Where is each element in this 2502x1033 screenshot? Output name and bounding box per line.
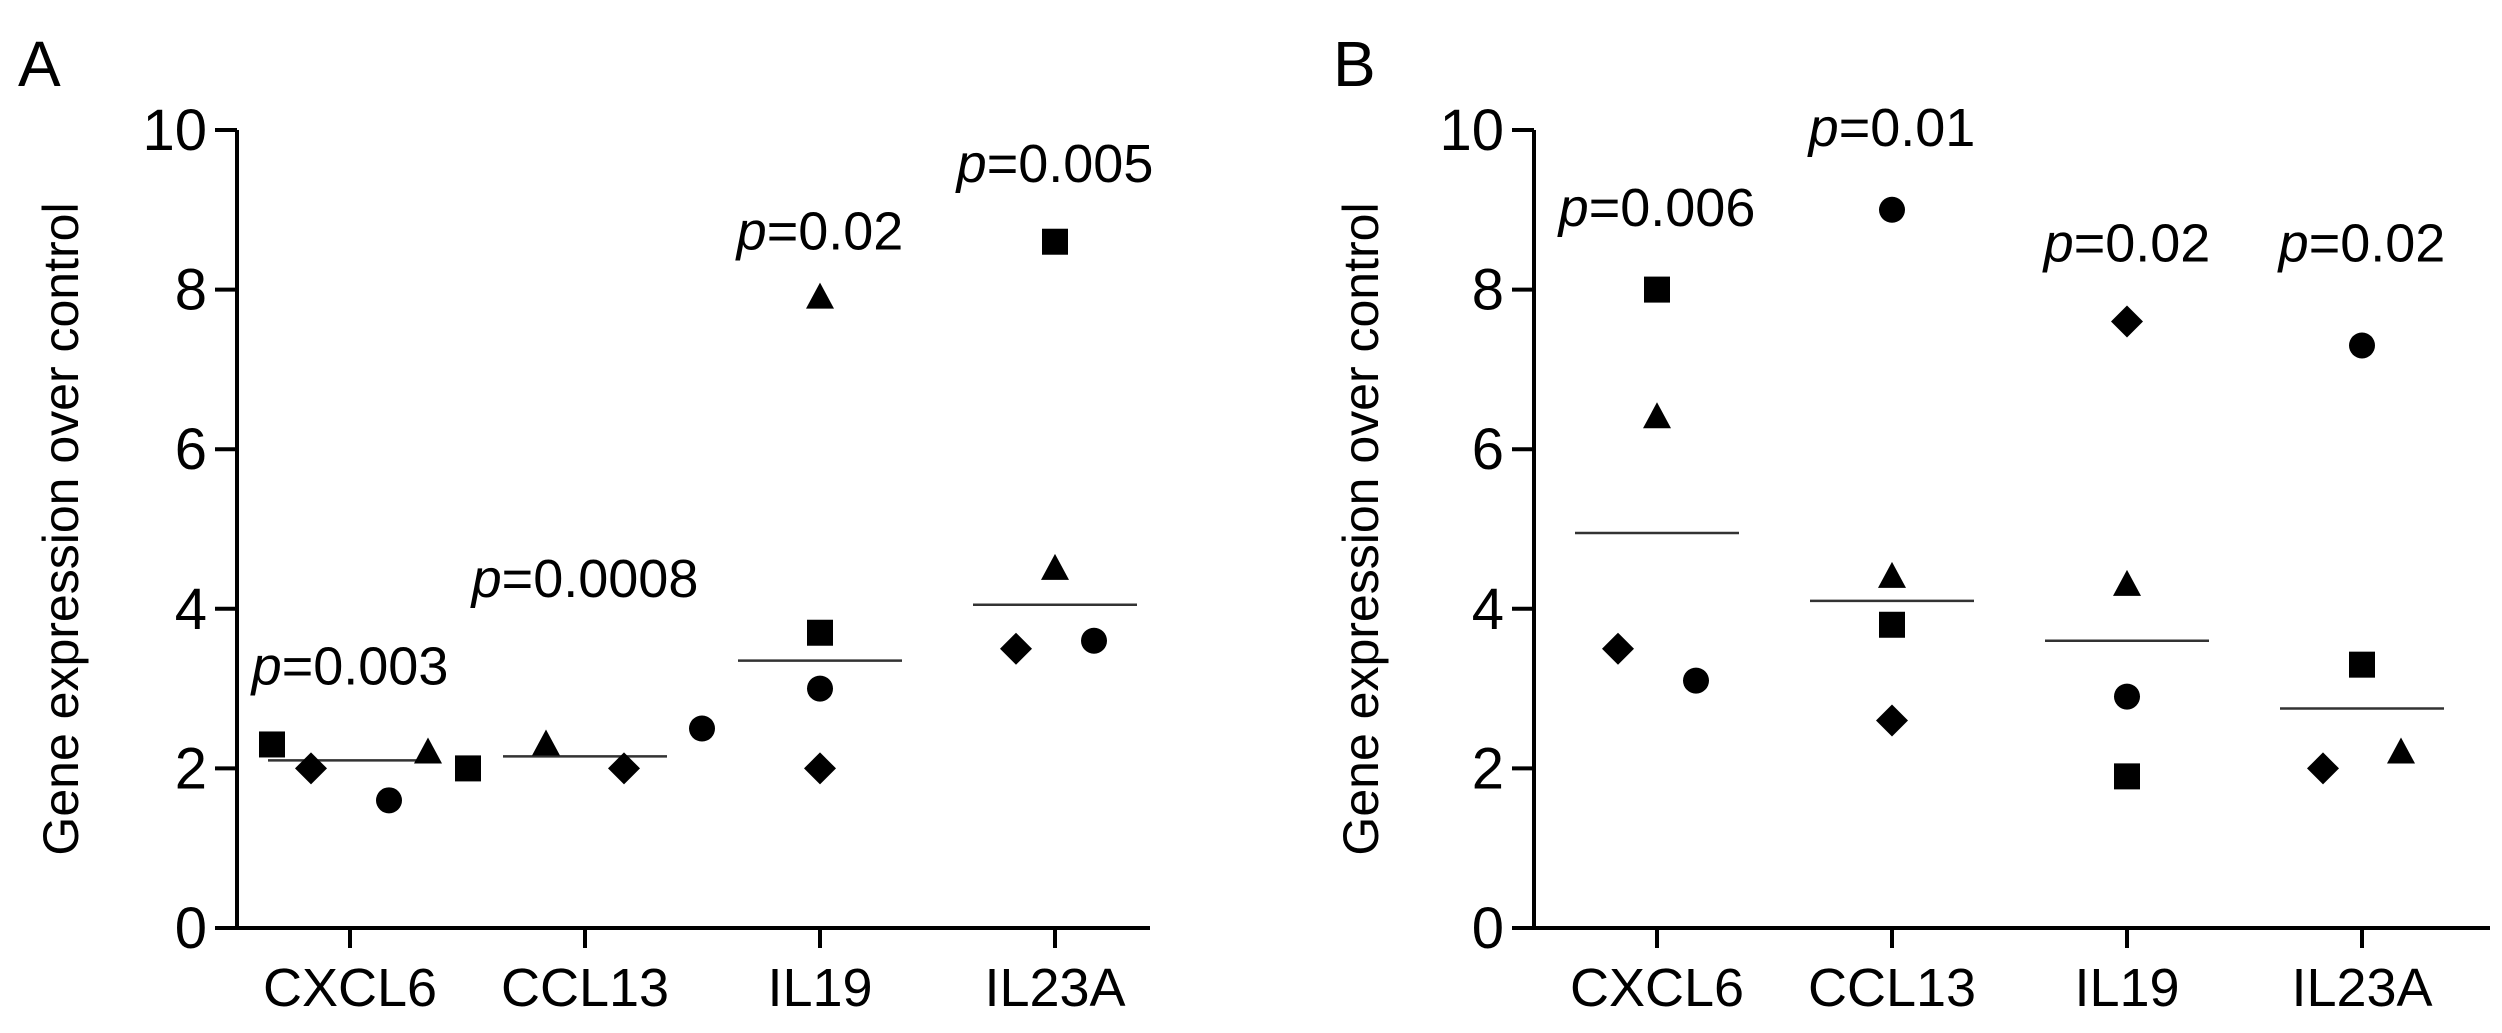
x-tick-label: CCL13: [1808, 958, 1976, 1018]
data-point-triangle: [2113, 569, 2141, 596]
y-tick-label: 10: [142, 98, 207, 163]
p-value-label: p=0.02: [735, 202, 904, 262]
x-tick-label: IL23A: [984, 958, 1125, 1018]
data-point-square: [2114, 763, 2140, 790]
data-point-circle: [689, 715, 715, 742]
data-point-triangle: [1643, 402, 1671, 429]
y-tick-label: 10: [1439, 98, 1504, 163]
y-axis-title: Gene expression over control: [1333, 202, 1389, 855]
p-value-label: p=0.02: [2042, 214, 2211, 274]
data-point-diamond: [2111, 305, 2143, 338]
y-tick-label: 6: [175, 417, 207, 482]
p-value-label: p=0.01: [1807, 98, 1976, 158]
x-tick-label: CXCL6: [1570, 958, 1744, 1018]
panel-letter: A: [18, 28, 61, 100]
y-tick-label: 2: [1472, 736, 1504, 801]
p-value-label: p=0.006: [1557, 178, 1756, 238]
data-point-triangle: [414, 737, 442, 764]
y-tick-label: 4: [1472, 577, 1504, 642]
data-point-diamond: [1000, 632, 1032, 665]
y-tick-label: 4: [175, 577, 207, 642]
panel-letter: B: [1333, 28, 1376, 100]
y-tick-label: 0: [175, 896, 207, 961]
data-point-circle: [1081, 627, 1107, 654]
data-point-square: [807, 619, 833, 646]
x-tick-label: IL19: [2074, 958, 2179, 1018]
data-point-diamond: [1876, 704, 1908, 737]
data-point-circle: [807, 675, 833, 702]
x-tick-label: IL19: [767, 958, 872, 1018]
data-point-square: [455, 755, 481, 782]
data-point-circle: [1683, 667, 1709, 694]
y-tick-label: 8: [175, 258, 207, 323]
data-point-triangle: [1878, 561, 1906, 588]
data-point-triangle: [806, 282, 834, 309]
data-point-circle: [1879, 196, 1905, 223]
data-point-diamond: [1602, 632, 1634, 665]
data-point-square: [1644, 276, 1670, 303]
data-point-square: [1042, 228, 1068, 255]
p-value-label: p=0.0008: [470, 549, 699, 609]
x-tick-label: CXCL6: [263, 958, 437, 1018]
data-point-square: [259, 731, 285, 758]
p-value-label: p=0.02: [2277, 214, 2446, 274]
panel-a: A Gene expression over control 0 2 4 6 8 10 CXCL…: [18, 28, 1153, 1018]
y-tick-label: 2: [175, 736, 207, 801]
data-point-diamond: [608, 752, 640, 785]
panel-b: B Gene expression over control 0 2 4 6 8 10 CXCL…: [1333, 28, 2490, 1018]
data-point-triangle: [532, 729, 560, 756]
data-point-diamond: [295, 752, 327, 785]
data-point-square: [1879, 611, 1905, 638]
y-tick-label: 0: [1472, 896, 1504, 961]
data-point-circle: [2349, 332, 2375, 359]
p-value-label: p=0.005: [955, 134, 1154, 194]
data-point-circle: [2114, 683, 2140, 710]
data-point-triangle: [1041, 553, 1069, 580]
y-axis-title: Gene expression over control: [33, 202, 89, 855]
data-point-triangle: [2387, 737, 2415, 764]
y-tick-label: 6: [1472, 417, 1504, 482]
data-point-circle: [376, 787, 402, 814]
y-tick-label: 8: [1472, 258, 1504, 323]
data-point-square: [2349, 651, 2375, 678]
x-tick-label: CCL13: [501, 958, 669, 1018]
data-point-diamond: [2307, 752, 2339, 785]
data-point-diamond: [804, 752, 836, 785]
x-tick-label: IL23A: [2291, 958, 2432, 1018]
p-value-label: p=0.003: [250, 637, 449, 697]
